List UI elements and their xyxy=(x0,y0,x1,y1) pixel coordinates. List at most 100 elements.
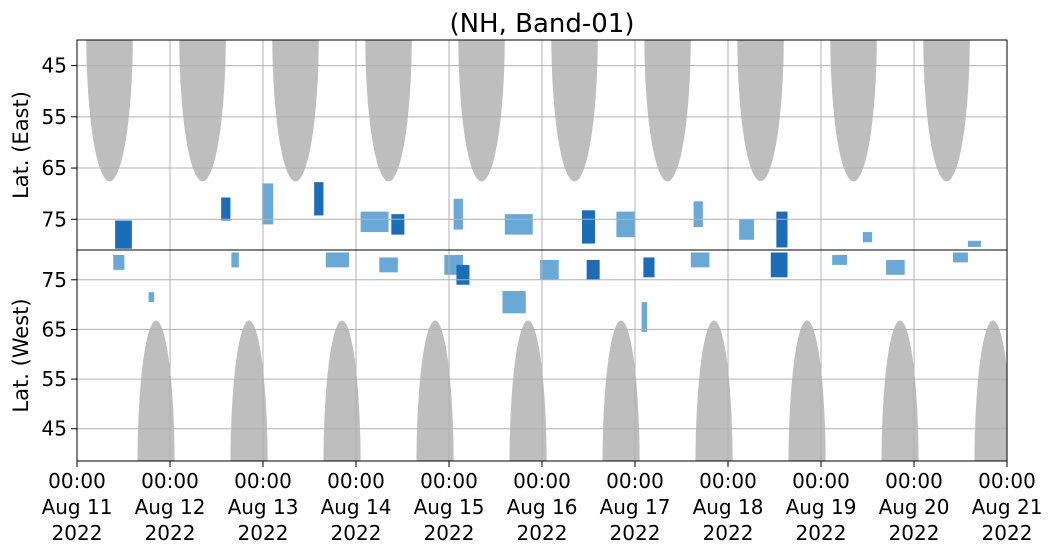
aurora-event-east-1 xyxy=(221,197,231,221)
x-tick-label-year-7: 2022 xyxy=(703,521,754,545)
x-tick-label-year-9: 2022 xyxy=(889,521,940,545)
coverage-gap-west-4 xyxy=(509,320,547,461)
x-tick-label-year-10: 2022 xyxy=(982,521,1033,545)
aurora-event-west-15 xyxy=(886,259,905,275)
aurora-event-east-7 xyxy=(504,214,533,235)
aurora-event-east-3 xyxy=(314,182,324,216)
x-tick-label-time-8: 00:00 xyxy=(792,469,850,493)
coverage-gap-east-9 xyxy=(923,40,970,182)
x-tick-label-date-10: Aug 21 xyxy=(972,495,1043,519)
x-tick-label-time-3: 00:00 xyxy=(327,469,385,493)
coverage-gap-west-5 xyxy=(602,320,640,461)
aurora-event-west-6 xyxy=(456,264,470,285)
coverage-gap-east-1 xyxy=(179,40,226,182)
coverage-gap-east-6 xyxy=(644,40,691,182)
panel-east xyxy=(77,40,1007,250)
x-tick-label-year-6: 2022 xyxy=(610,521,661,545)
x-tick-label-date-6: Aug 17 xyxy=(600,495,671,519)
aurora-event-west-2 xyxy=(231,252,239,268)
x-tick-label-date-2: Aug 13 xyxy=(228,495,299,519)
y-axis-label-east: Lat. (East) xyxy=(9,91,33,199)
aurora-event-west-12 xyxy=(690,252,710,268)
y-tick-label-east-1: 55 xyxy=(42,105,67,129)
aurora-event-east-11 xyxy=(739,219,755,240)
coverage-gap-east-0 xyxy=(86,40,133,182)
aurora-event-west-9 xyxy=(586,259,600,280)
x-tick-label-date-1: Aug 12 xyxy=(135,495,206,519)
aurora-event-east-0 xyxy=(115,220,132,249)
x-tick-label-time-1: 00:00 xyxy=(141,469,199,493)
aurora-event-east-6 xyxy=(453,198,463,230)
x-tick-label-time-2: 00:00 xyxy=(234,469,292,493)
aurora-event-west-0 xyxy=(113,254,125,270)
coverage-gap-east-8 xyxy=(830,40,877,182)
aurora-event-east-13 xyxy=(862,232,873,243)
aurora-event-west-16 xyxy=(953,252,968,263)
aurora-event-east-14 xyxy=(967,240,981,247)
y-axis-label-west: Lat. (West) xyxy=(9,298,33,412)
aurora-event-east-12 xyxy=(776,211,788,248)
coverage-gap-west-0 xyxy=(137,320,175,461)
x-tick-label-date-4: Aug 15 xyxy=(414,495,485,519)
aurora-event-east-2 xyxy=(262,183,274,225)
coverage-gap-east-7 xyxy=(737,40,784,182)
y-tick-label-west-1: 55 xyxy=(42,367,67,391)
y-tick-label-west-0: 45 xyxy=(42,417,67,441)
y-tick-label-west-2: 65 xyxy=(42,317,67,341)
x-tick-label-year-8: 2022 xyxy=(796,521,847,545)
x-tick-label-time-4: 00:00 xyxy=(420,469,478,493)
coverage-gap-west-6 xyxy=(695,320,733,461)
aurora-event-west-11 xyxy=(641,302,648,332)
x-tick-label-time-0: 00:00 xyxy=(48,469,106,493)
coverage-gap-east-4 xyxy=(458,40,505,182)
x-tick-label-year-1: 2022 xyxy=(145,521,196,545)
x-tick-label-date-5: Aug 16 xyxy=(507,495,578,519)
aurora-event-east-8 xyxy=(581,210,596,244)
x-tick-label-time-6: 00:00 xyxy=(606,469,664,493)
x-tick-label-year-5: 2022 xyxy=(517,521,568,545)
coverage-gap-west-1 xyxy=(230,320,268,461)
panel-west xyxy=(77,250,1007,461)
aurora-event-west-10 xyxy=(643,257,655,278)
aurora-event-west-7 xyxy=(502,290,526,314)
x-tick-label-time-7: 00:00 xyxy=(699,469,757,493)
coverage-gap-east-2 xyxy=(272,40,319,182)
coverage-gap-west-2 xyxy=(323,320,361,461)
y-tick-label-east-3: 75 xyxy=(42,207,67,231)
x-tick-label-time-10: 00:00 xyxy=(978,469,1036,493)
y-tick-label-east-0: 45 xyxy=(42,54,67,78)
aurora-event-east-9 xyxy=(616,211,635,238)
aurora-event-east-5 xyxy=(391,214,405,235)
x-tick-label-time-9: 00:00 xyxy=(885,469,943,493)
coverage-gap-west-9 xyxy=(974,320,1007,461)
chart-panels: 45 55 65 75 Lat. (East) 45 55 65 75 Lat. (West) xyxy=(9,39,1008,462)
aurora-event-west-3 xyxy=(325,252,350,268)
coverage-gap-west-7 xyxy=(788,320,826,461)
chart-title: (NH, Band-01) xyxy=(449,9,634,39)
x-tick-label-year-2: 2022 xyxy=(238,521,289,545)
aurora-event-west-8 xyxy=(540,259,559,280)
x-tick-label-date-9: Aug 20 xyxy=(879,495,950,519)
aurora-event-west-4 xyxy=(379,257,398,273)
aurora-event-west-14 xyxy=(832,254,848,265)
aurora-event-west-13 xyxy=(770,252,788,278)
coverage-gap-east-5 xyxy=(551,40,598,182)
x-tick-label-year-0: 2022 xyxy=(52,521,103,545)
x-tick-label-date-3: Aug 14 xyxy=(321,495,392,519)
aurora-event-east-10 xyxy=(693,201,703,227)
coverage-gap-east-3 xyxy=(365,40,412,182)
coverage-gap-west-3 xyxy=(416,320,454,461)
aurora-event-east-4 xyxy=(360,211,389,233)
aurora-event-west-1 xyxy=(148,292,155,303)
x-tick-label-date-0: Aug 11 xyxy=(42,495,113,519)
y-tick-label-west-3: 75 xyxy=(42,268,67,292)
x-tick-label-date-8: Aug 19 xyxy=(786,495,857,519)
x-tick-label-date-7: Aug 18 xyxy=(693,495,764,519)
coverage-gap-west-8 xyxy=(881,320,919,461)
x-tick-label-time-5: 00:00 xyxy=(513,469,571,493)
y-tick-label-east-2: 65 xyxy=(42,156,67,180)
x-tick-label-year-3: 2022 xyxy=(331,521,382,545)
x-tick-label-year-4: 2022 xyxy=(424,521,475,545)
